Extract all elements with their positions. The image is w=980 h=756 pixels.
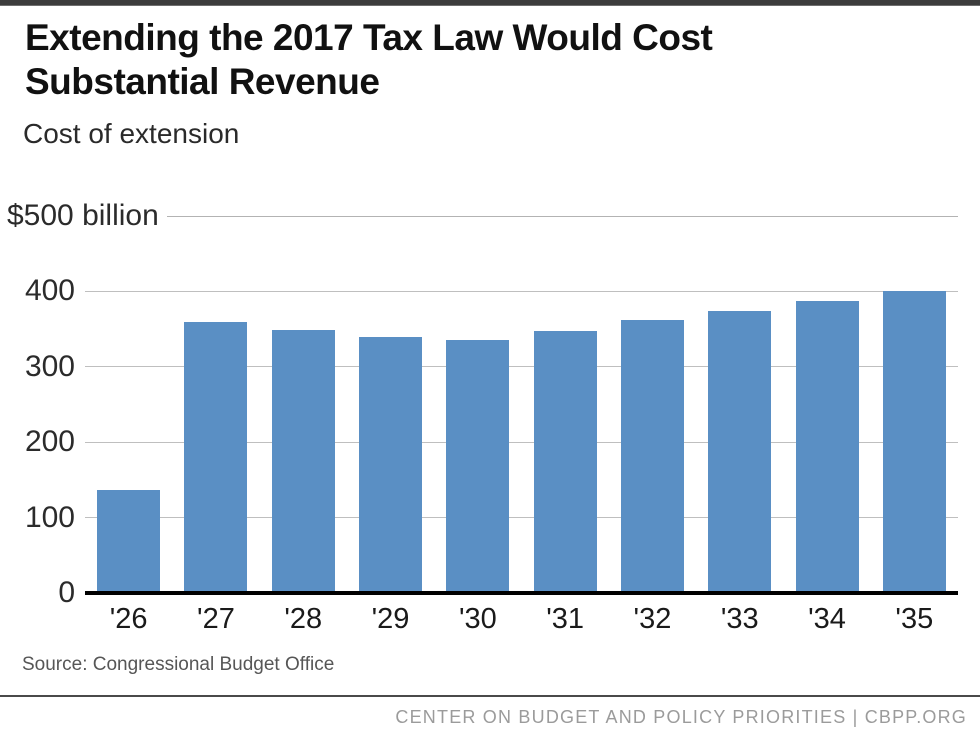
footer-divider (0, 695, 980, 697)
bar-30 (446, 340, 510, 593)
gridline-400 (85, 290, 958, 292)
y-tick-label-400: 400 (24, 274, 75, 308)
bar-slot (609, 216, 696, 593)
bar-slot (434, 216, 521, 593)
bar-slot (85, 216, 172, 593)
bar-28 (271, 329, 335, 593)
gridline-200 (85, 441, 958, 443)
bar-slot (783, 216, 870, 593)
x-tick-label-29: '29 (371, 603, 410, 635)
x-tick-label-31: '31 (546, 603, 585, 635)
gridline-300 (85, 366, 958, 368)
bar-29 (359, 336, 423, 593)
y-tick-label-100: 100 (24, 500, 75, 534)
bar-31 (533, 330, 597, 593)
page-title: Extending the 2017 Tax Law Would Cost Su… (25, 17, 713, 102)
bar-slot (347, 216, 434, 593)
source-note: Source: Congressional Budget Office (22, 654, 335, 675)
x-tick-label-35: '35 (895, 603, 934, 635)
footer-credit: CENTER ON BUDGET AND POLICY PRIORITIES |… (395, 707, 967, 727)
bar-26 (97, 489, 161, 593)
bar-35 (882, 291, 946, 593)
chart-subtitle: Cost of extension (23, 118, 240, 149)
y-tick-label-500: $500 billion (7, 199, 159, 232)
bar-slot (871, 216, 958, 593)
gridline-500 (167, 215, 958, 217)
x-tick-label-28: '28 (284, 603, 323, 635)
gridline-100 (85, 517, 958, 519)
x-axis-line (85, 591, 958, 595)
x-tick-label-26: '26 (109, 603, 148, 635)
bar-32 (620, 320, 684, 593)
chart: 0 100 200 300 400 $500 billion '26 '27 '28 '29 '3… (0, 195, 980, 655)
top-strip (0, 0, 980, 6)
y-tick-label-300: 300 (24, 349, 75, 383)
bar-slot (172, 216, 259, 593)
y-tick-label-0: 0 (58, 576, 75, 609)
bar-27 (184, 321, 248, 593)
x-axis-labels: '26 '27 '28 '29 '30 '31 '32 '33 '34 '35 (85, 599, 958, 639)
bar-slot (521, 216, 608, 593)
bars (85, 216, 958, 593)
x-tick-label-33: '33 (720, 603, 759, 635)
x-tick-label-32: '32 (633, 603, 672, 635)
y-tick-label-200: 200 (24, 425, 75, 459)
bar-slot (696, 216, 783, 593)
x-tick-label-34: '34 (808, 603, 846, 635)
x-tick-label-27: '27 (197, 603, 235, 635)
bar-34 (795, 301, 859, 593)
bar-slot (260, 216, 347, 593)
bar-33 (708, 311, 772, 593)
x-tick-label-30: '30 (458, 603, 497, 635)
